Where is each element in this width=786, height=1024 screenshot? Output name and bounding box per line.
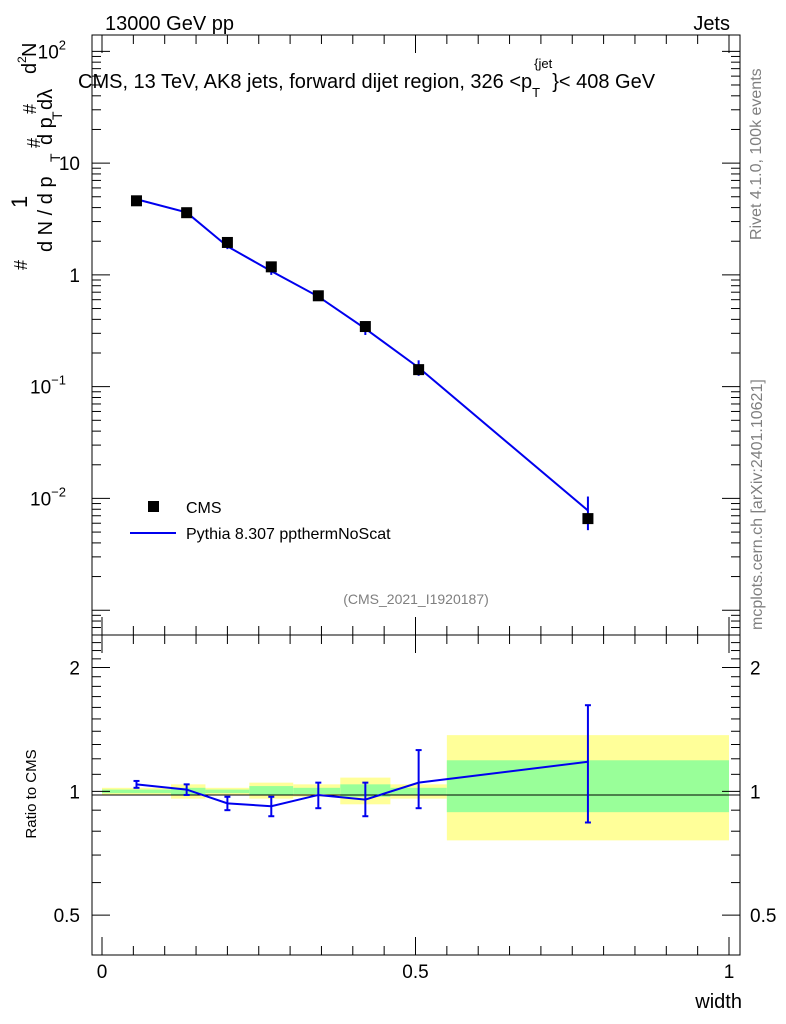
legend-cms-marker (148, 501, 159, 512)
y-tick-label-2: 1 (69, 266, 80, 287)
svg-text:N: N (19, 43, 41, 57)
ratio-tick-label-right-0: 2 (750, 659, 761, 680)
y-axis-label: # 1 d N / d p T # d p T # dλ d 2 N (7, 43, 65, 270)
chart-title: CMS, 13 TeV, AK8 jets, forward dijet reg… (78, 56, 656, 100)
cms-series (130, 195, 594, 525)
y-tick-label-3: 10−1 (30, 373, 66, 399)
mc-line (136, 198, 589, 512)
analysis-label: (CMS_2021_I1920187) (343, 591, 489, 607)
x-tick-label-1: 0.5 (402, 962, 428, 983)
header-left: 13000 GeV pp (105, 13, 234, 35)
svg-text:T: T (49, 111, 65, 120)
ratio-axis-label: Ratio to CMS (23, 749, 40, 838)
svg-text:T: T (47, 153, 63, 162)
cms-point-3 (265, 261, 277, 273)
svg-text:d N / d p: d N / d p (35, 176, 57, 252)
mc-series (135, 197, 589, 531)
svg-text:#: # (11, 260, 31, 270)
cms-point-6 (413, 364, 425, 376)
main-frame (91, 34, 741, 636)
ratio-tick-label-right-1: 1 (750, 782, 761, 803)
ratio-tick-label-2: 0.5 (54, 906, 80, 927)
rivet-label: Rivet 4.1.0, 100k events (748, 68, 765, 240)
svg-text:d p: d p (35, 117, 57, 145)
svg-text:#: # (24, 138, 44, 148)
ratio-series (133, 704, 591, 824)
ratio-line (136, 760, 589, 808)
svg-text:dλ: dλ (35, 89, 57, 110)
svg-text:d: d (19, 63, 41, 74)
band-green-2 (205, 789, 250, 794)
header-right: Jets (693, 13, 730, 35)
ratio-bands (102, 735, 729, 841)
legend-mc-label: Pythia 8.307 ppthermNoScat (186, 526, 391, 543)
cms-point-5 (359, 321, 371, 333)
svg-text:#: # (20, 104, 40, 114)
svg-text:1: 1 (7, 196, 32, 208)
tick-labels: 102 10 1 10−1 10−2 2 2 1 1 0.5 0.5 0 0.5 1 (30, 37, 776, 983)
ratio-tick-label-right-2: 0.5 (750, 906, 776, 927)
band-green-1 (170, 787, 206, 795)
y-tick-label-1: 10 (59, 154, 80, 175)
y-tick-label-4: 10−2 (30, 484, 66, 510)
cms-point-0 (130, 195, 142, 207)
legend-cms-label: CMS (186, 500, 222, 517)
y-tick-label-0: 102 (38, 37, 66, 63)
mcplots-label: mcplots.cern.ch [arXiv:2401.10621] (749, 379, 766, 630)
band-green-0 (102, 789, 171, 794)
ratio-tick-label-0: 2 (69, 659, 80, 680)
x-axis-label: width (694, 991, 742, 1013)
x-tick-label-2: 1 (724, 962, 735, 983)
cms-point-2 (221, 236, 233, 248)
cms-point-1 (181, 207, 193, 219)
svg-text:2: 2 (15, 56, 29, 63)
cms-point-7 (582, 513, 594, 525)
axis-ticks (92, 35, 740, 956)
band-green-3 (249, 786, 294, 795)
cms-point-4 (312, 290, 324, 302)
band-green-4 (293, 787, 341, 795)
x-tick-label-0: 0 (97, 962, 108, 983)
ratio-tick-label-1: 1 (69, 782, 80, 803)
